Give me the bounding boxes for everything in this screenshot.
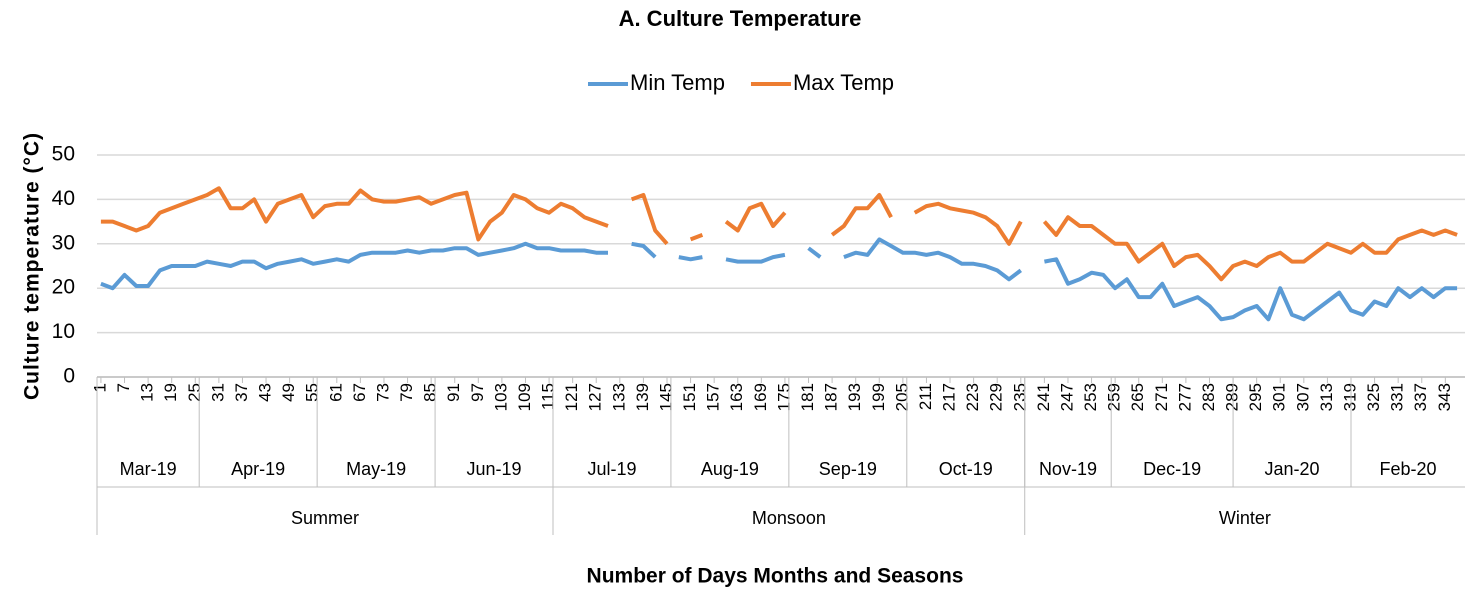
x-tick-label: 235 — [1010, 383, 1029, 411]
x-tick-label: 271 — [1152, 383, 1171, 411]
x-tick-label: 25 — [185, 383, 204, 402]
month-label: Mar-19 — [120, 459, 177, 479]
x-tick-label: 295 — [1246, 383, 1265, 411]
series-line — [100, 186, 1458, 282]
x-tick-label: 277 — [1175, 383, 1194, 411]
month-label: May-19 — [346, 459, 406, 479]
x-tick-label: 133 — [609, 383, 628, 411]
x-tick-label: 337 — [1411, 383, 1430, 411]
month-label: Apr-19 — [231, 459, 285, 479]
month-label: Aug-19 — [701, 459, 759, 479]
y-tick-label: 40 — [52, 187, 75, 210]
x-tick-label: 79 — [397, 383, 416, 402]
y-tick-label: 10 — [52, 320, 75, 343]
y-tick-label: 20 — [52, 276, 75, 299]
legend-label: Max Temp — [793, 70, 894, 95]
x-tick-label: 211 — [916, 383, 935, 410]
x-tick-label: 73 — [373, 383, 392, 402]
y-tick-label: 0 — [63, 365, 75, 388]
x-tick-label: 37 — [232, 383, 251, 402]
x-tick-label: 193 — [845, 383, 864, 411]
x-tick-label: 223 — [963, 383, 982, 411]
x-tick-label: 31 — [208, 383, 227, 402]
x-tick-label: 313 — [1317, 383, 1336, 411]
x-tick-label: 145 — [656, 383, 675, 411]
y-tick-label: 50 — [52, 143, 75, 166]
x-tick-label: 283 — [1199, 383, 1218, 411]
y-axis-title: Culture temperature (°C) — [21, 132, 44, 400]
season-label: Winter — [1219, 508, 1271, 528]
x-tick-label: 319 — [1340, 383, 1359, 411]
x-tick-label: 85 — [421, 383, 440, 402]
x-tick-label: 289 — [1223, 383, 1242, 411]
x-tick-label: 127 — [586, 383, 605, 411]
x-tick-label: 163 — [727, 383, 746, 411]
x-tick-label: 97 — [468, 383, 487, 402]
x-tick-label: 91 — [444, 383, 463, 402]
x-tick-label: 187 — [822, 383, 841, 411]
x-tick-label: 169 — [751, 383, 770, 411]
x-tick-label: 151 — [680, 383, 699, 411]
x-tick-label: 241 — [1034, 383, 1053, 411]
x-tick-label: 181 — [798, 383, 817, 411]
month-label: Jan-20 — [1265, 459, 1320, 479]
x-tick-label: 7 — [114, 383, 133, 392]
x-tick-label: 259 — [1105, 383, 1124, 411]
x-tick-label: 343 — [1435, 383, 1454, 411]
month-label: Feb-20 — [1379, 459, 1436, 479]
x-tick-label: 229 — [987, 383, 1006, 411]
x-tick-label: 307 — [1293, 383, 1312, 411]
month-label: Sep-19 — [819, 459, 877, 479]
season-label: Summer — [291, 508, 359, 528]
month-label: Nov-19 — [1039, 459, 1097, 479]
chart-title: A. Culture Temperature — [619, 6, 862, 31]
month-label: Jun-19 — [467, 459, 522, 479]
x-tick-label: 61 — [326, 383, 345, 402]
x-tick-label: 67 — [350, 383, 369, 402]
x-tick-label: 115 — [539, 383, 558, 410]
x-tick-label: 157 — [704, 383, 723, 411]
y-tick-label: 30 — [52, 231, 75, 254]
month-label: Oct-19 — [939, 459, 993, 479]
x-tick-label: 205 — [892, 383, 911, 411]
x-tick-label: 55 — [303, 383, 322, 402]
x-tick-label: 43 — [256, 383, 275, 402]
x-axis-title: Number of Days Months and Seasons — [587, 565, 964, 588]
x-tick-label: 109 — [515, 383, 534, 411]
x-tick-label: 103 — [491, 383, 510, 411]
x-tick-label: 49 — [279, 383, 298, 402]
month-label: Jul-19 — [587, 459, 636, 479]
season-label: Monsoon — [752, 508, 826, 528]
x-tick-label: 217 — [940, 383, 959, 411]
x-tick-label: 301 — [1270, 383, 1289, 411]
x-tick-label: 199 — [869, 383, 888, 411]
legend-label: Min Temp — [630, 70, 725, 95]
x-tick-label: 325 — [1364, 383, 1383, 411]
x-tick-label: 19 — [161, 383, 180, 402]
month-label: Dec-19 — [1143, 459, 1201, 479]
x-tick-label: 247 — [1057, 383, 1076, 411]
series-line — [100, 237, 1458, 322]
x-tick-label: 265 — [1128, 383, 1147, 411]
x-tick-label: 175 — [774, 383, 793, 411]
x-tick-label: 139 — [633, 383, 652, 411]
x-tick-label: 1 — [90, 383, 109, 392]
x-tick-label: 253 — [1081, 383, 1100, 411]
x-tick-label: 13 — [138, 383, 157, 402]
x-tick-label: 121 — [562, 383, 581, 411]
x-tick-label: 331 — [1388, 383, 1407, 411]
